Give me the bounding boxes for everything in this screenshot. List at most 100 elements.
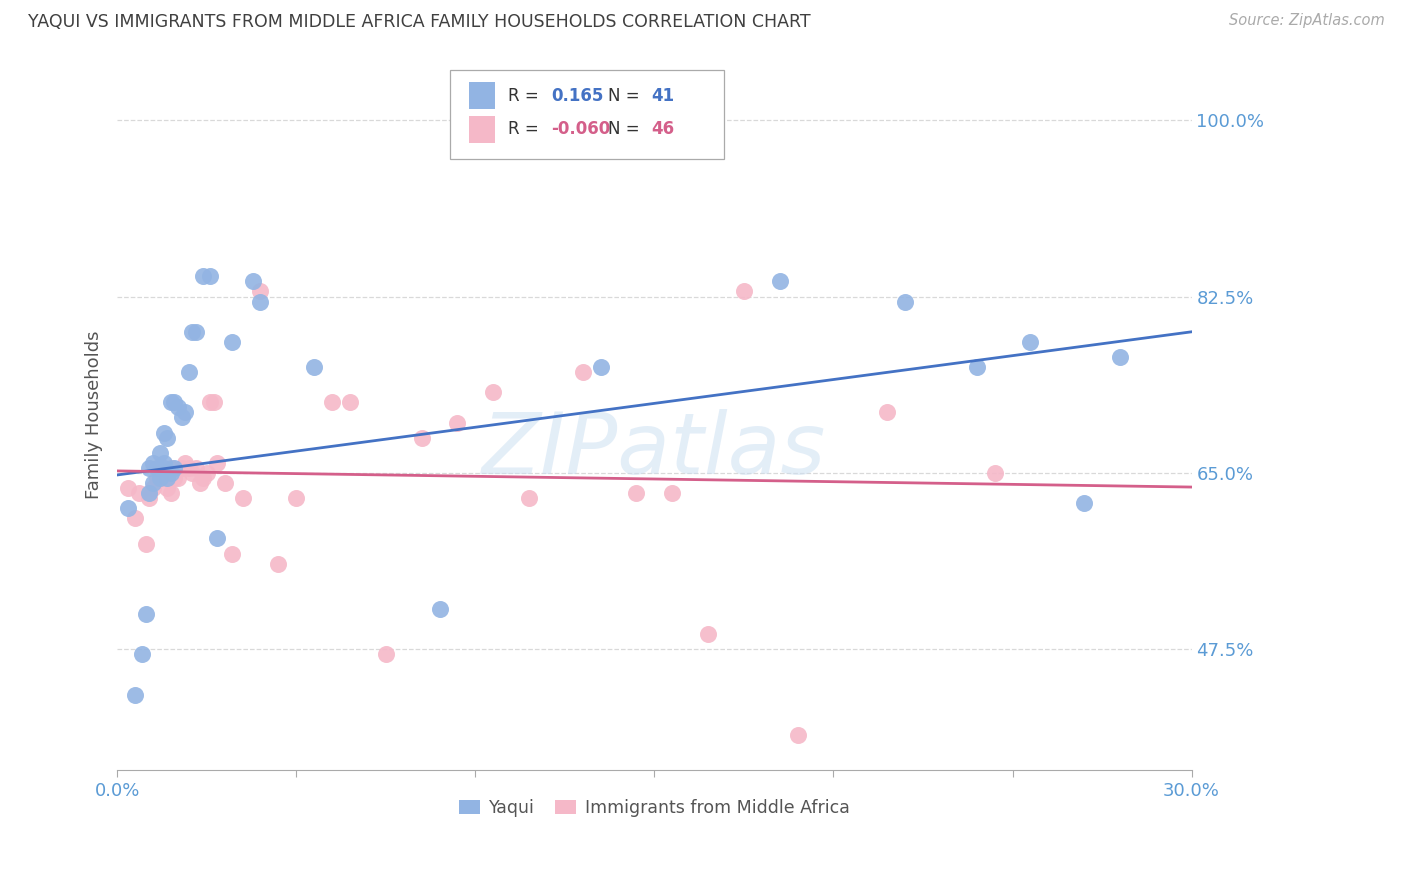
Point [191, 471, 214, 485]
Point [160, 466, 183, 480]
Point [221, 547, 243, 561]
Point [142, 456, 165, 470]
Point [1073, 496, 1095, 510]
Point [786, 728, 808, 742]
Point [174, 456, 197, 470]
Point [983, 466, 1005, 480]
Point [221, 334, 243, 349]
Point [124, 511, 146, 525]
Point [571, 365, 593, 379]
Point [149, 471, 172, 485]
Point [482, 385, 505, 400]
FancyBboxPatch shape [468, 116, 495, 143]
Point [894, 294, 917, 309]
Point [135, 536, 157, 550]
Point [152, 471, 174, 485]
Point [181, 466, 204, 480]
Point [200, 269, 222, 284]
Point [167, 401, 190, 415]
Point [207, 456, 229, 470]
Point [138, 461, 160, 475]
Point [170, 461, 193, 475]
Point [177, 365, 200, 379]
Point [170, 410, 193, 425]
Point [177, 461, 200, 475]
Point [117, 481, 139, 495]
Point [142, 476, 165, 491]
Text: N =: N = [609, 120, 645, 138]
Point [160, 486, 183, 500]
Text: R =: R = [509, 87, 544, 105]
Point [163, 395, 186, 409]
Point [152, 425, 174, 440]
Point [446, 416, 468, 430]
Point [195, 466, 218, 480]
Point [131, 648, 153, 662]
Point [249, 285, 271, 299]
Point [285, 491, 308, 505]
Y-axis label: Family Households: Family Households [86, 331, 103, 500]
Text: 0.165: 0.165 [551, 87, 603, 105]
Point [411, 431, 433, 445]
Text: -0.060: -0.060 [551, 120, 610, 138]
Legend: Yaqui, Immigrants from Middle Africa: Yaqui, Immigrants from Middle Africa [450, 790, 859, 826]
Point [429, 602, 451, 616]
Point [160, 395, 183, 409]
Point [163, 471, 186, 485]
Point [152, 461, 174, 475]
Text: 41: 41 [651, 87, 675, 105]
Point [138, 491, 160, 505]
Point [142, 481, 165, 495]
Point [302, 360, 325, 375]
Point [181, 325, 204, 339]
Point [517, 491, 540, 505]
Point [200, 395, 222, 409]
Point [1019, 334, 1042, 349]
Point [149, 446, 172, 460]
Point [160, 461, 183, 475]
Point [163, 461, 186, 475]
Point [232, 491, 254, 505]
Text: N =: N = [609, 87, 645, 105]
Point [267, 557, 290, 571]
Point [156, 481, 179, 495]
Point [876, 405, 898, 419]
Point [152, 456, 174, 470]
FancyBboxPatch shape [468, 82, 495, 110]
Point [184, 461, 207, 475]
Point [145, 471, 167, 485]
Point [191, 269, 214, 284]
Point [135, 607, 157, 621]
Point [374, 648, 396, 662]
Point [184, 325, 207, 339]
Text: Source: ZipAtlas.com: Source: ZipAtlas.com [1229, 13, 1385, 29]
Point [733, 285, 755, 299]
Point [202, 395, 225, 409]
Point [242, 274, 264, 288]
Point [661, 486, 683, 500]
Point [138, 486, 160, 500]
Point [188, 476, 211, 491]
Point [339, 395, 361, 409]
Point [589, 360, 612, 375]
Point [156, 471, 179, 485]
Point [167, 471, 190, 485]
Point [145, 461, 167, 475]
Point [214, 476, 236, 491]
Point [124, 688, 146, 702]
Text: ZIPatlas: ZIPatlas [482, 409, 827, 492]
Point [156, 431, 179, 445]
Point [966, 360, 988, 375]
Point [249, 294, 271, 309]
Point [117, 501, 139, 516]
Point [207, 532, 229, 546]
FancyBboxPatch shape [450, 70, 724, 159]
Point [769, 274, 792, 288]
Point [1109, 350, 1132, 364]
Point [697, 627, 720, 641]
Text: 46: 46 [651, 120, 675, 138]
Point [626, 486, 648, 500]
Point [128, 486, 150, 500]
Text: R =: R = [509, 120, 544, 138]
Text: YAQUI VS IMMIGRANTS FROM MIDDLE AFRICA FAMILY HOUSEHOLDS CORRELATION CHART: YAQUI VS IMMIGRANTS FROM MIDDLE AFRICA F… [28, 13, 811, 31]
